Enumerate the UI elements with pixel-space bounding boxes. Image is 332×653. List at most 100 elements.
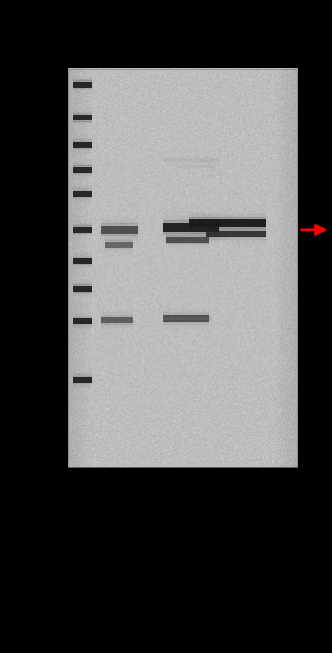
Bar xyxy=(166,232,209,233)
Bar xyxy=(101,218,138,221)
Bar xyxy=(73,142,92,148)
Bar xyxy=(73,80,92,82)
Bar xyxy=(73,174,92,175)
Bar xyxy=(105,242,133,247)
Bar xyxy=(73,176,92,178)
Bar xyxy=(163,323,209,325)
Bar xyxy=(73,90,92,91)
Bar xyxy=(73,284,92,286)
Bar xyxy=(163,157,219,158)
Bar xyxy=(73,111,92,112)
Bar xyxy=(163,316,212,317)
Bar xyxy=(166,244,209,245)
Bar xyxy=(166,236,209,242)
Bar xyxy=(73,251,92,253)
Bar xyxy=(176,163,216,164)
Bar xyxy=(73,167,92,172)
Bar xyxy=(73,374,92,376)
Bar xyxy=(73,257,92,259)
Bar xyxy=(73,384,92,385)
Bar xyxy=(73,78,92,80)
Bar xyxy=(101,217,138,219)
Bar xyxy=(105,237,133,238)
Bar xyxy=(73,199,92,200)
Bar xyxy=(105,240,133,242)
Bar xyxy=(73,318,92,324)
Bar xyxy=(73,313,92,315)
Bar xyxy=(73,371,92,372)
Bar xyxy=(189,211,266,213)
Bar xyxy=(163,326,209,327)
Bar xyxy=(73,270,92,271)
Bar xyxy=(163,155,219,157)
Bar xyxy=(73,135,92,136)
Bar xyxy=(163,156,219,157)
Bar xyxy=(163,154,219,155)
Bar xyxy=(73,374,92,375)
Bar xyxy=(73,281,92,282)
Bar xyxy=(73,139,92,141)
Bar xyxy=(189,216,266,218)
Bar xyxy=(163,326,209,328)
Bar xyxy=(73,200,92,202)
Bar xyxy=(163,237,219,239)
Bar xyxy=(73,164,92,166)
Bar xyxy=(206,238,266,240)
Bar xyxy=(73,175,92,176)
Bar xyxy=(73,138,92,140)
Bar xyxy=(73,235,92,236)
Bar xyxy=(73,328,92,330)
Bar xyxy=(73,121,92,123)
Bar xyxy=(163,307,209,309)
Bar xyxy=(73,76,92,77)
Bar xyxy=(73,315,92,316)
Bar xyxy=(166,242,209,244)
Bar xyxy=(163,239,219,241)
Bar xyxy=(73,165,92,167)
Bar xyxy=(163,328,209,330)
Bar xyxy=(105,234,133,236)
Bar xyxy=(163,161,219,162)
Bar xyxy=(73,238,92,240)
Bar xyxy=(73,93,92,95)
Bar xyxy=(206,222,266,224)
Bar xyxy=(166,247,209,248)
Bar xyxy=(189,217,266,219)
Bar xyxy=(73,278,92,279)
Bar xyxy=(166,229,209,231)
Bar xyxy=(189,210,266,212)
Bar xyxy=(166,248,209,249)
Bar xyxy=(163,164,219,165)
Bar xyxy=(73,264,92,265)
Bar xyxy=(73,222,92,223)
Bar xyxy=(105,238,133,240)
Bar xyxy=(163,313,212,314)
Bar xyxy=(73,187,92,189)
Bar xyxy=(73,372,92,374)
Bar xyxy=(105,250,133,251)
Bar xyxy=(68,69,297,467)
Bar xyxy=(101,225,138,234)
Bar xyxy=(163,162,219,163)
Bar xyxy=(73,77,92,78)
Bar xyxy=(163,213,219,215)
Bar xyxy=(73,79,92,81)
Bar xyxy=(73,237,92,238)
Bar xyxy=(101,329,133,331)
Bar xyxy=(73,258,92,264)
Bar xyxy=(101,310,133,311)
Bar xyxy=(105,252,133,253)
Bar xyxy=(163,315,212,317)
Bar xyxy=(73,149,92,150)
Bar xyxy=(176,168,216,169)
Bar xyxy=(73,110,92,111)
Bar xyxy=(73,294,92,295)
Bar xyxy=(101,242,138,244)
Bar xyxy=(101,240,138,242)
Bar xyxy=(73,386,92,388)
Bar xyxy=(176,165,216,168)
Bar xyxy=(101,328,133,330)
Bar xyxy=(73,123,92,125)
Bar xyxy=(163,322,209,323)
Bar xyxy=(73,137,92,138)
